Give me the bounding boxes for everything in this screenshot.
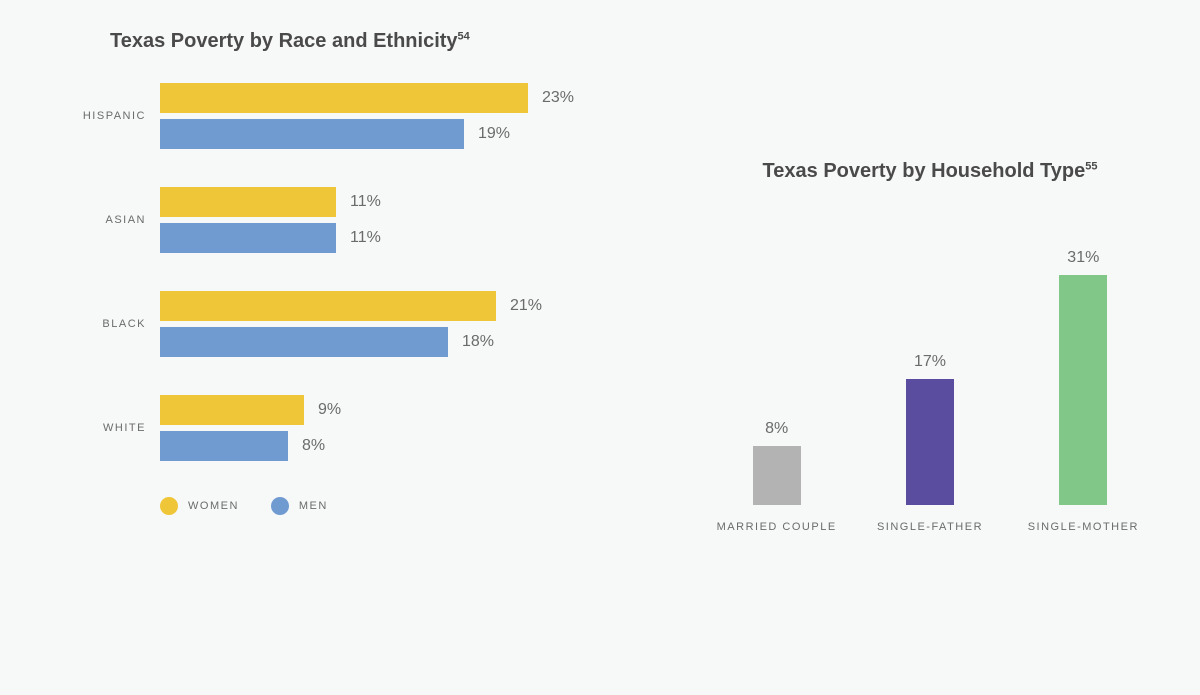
race-group: ASIAN 11% 11% bbox=[80, 187, 640, 253]
race-group: WHITE 9% 8% bbox=[80, 395, 640, 461]
legend-item: MEN bbox=[271, 497, 328, 515]
race-chart-title-text: Texas Poverty by Race and Ethnicity bbox=[110, 30, 458, 52]
race-group-bars: 21% 18% bbox=[160, 291, 640, 357]
race-bar-row: 11% bbox=[160, 223, 640, 253]
race-bar-value: 8% bbox=[302, 437, 325, 455]
household-bar-value: 31% bbox=[1067, 249, 1099, 267]
household-bar bbox=[906, 379, 954, 505]
legend-swatch bbox=[271, 497, 289, 515]
race-bar-value: 9% bbox=[318, 401, 341, 419]
race-bar-value: 21% bbox=[510, 297, 542, 315]
household-bar-label: SINGLE-FATHER bbox=[877, 521, 983, 533]
legend-item: WOMEN bbox=[160, 497, 239, 515]
race-bar-women bbox=[160, 291, 496, 321]
race-group-label: ASIAN bbox=[80, 214, 160, 226]
race-chart-legend: WOMEN MEN bbox=[160, 497, 640, 515]
household-bar bbox=[1059, 275, 1107, 505]
race-bar-row: 21% bbox=[160, 291, 640, 321]
race-group-label: HISPANIC bbox=[80, 110, 160, 122]
race-bar-value: 19% bbox=[478, 125, 510, 143]
race-bar-women bbox=[160, 83, 528, 113]
race-group: HISPANIC 23% 19% bbox=[80, 83, 640, 149]
legend-label: MEN bbox=[299, 500, 328, 512]
race-bar-women bbox=[160, 395, 304, 425]
household-bar bbox=[753, 446, 801, 505]
race-bar-men bbox=[160, 431, 288, 461]
household-column: 17% SINGLE-FATHER bbox=[865, 353, 995, 533]
household-bar-value: 8% bbox=[765, 420, 788, 438]
race-bar-row: 9% bbox=[160, 395, 640, 425]
household-type-chart: Texas Poverty by Household Type55 8% MARR… bbox=[700, 160, 1160, 533]
race-bar-men bbox=[160, 223, 336, 253]
race-bar-men bbox=[160, 119, 464, 149]
race-bar-value: 11% bbox=[350, 193, 381, 211]
race-group-bars: 11% 11% bbox=[160, 187, 640, 253]
household-chart-title: Texas Poverty by Household Type55 bbox=[700, 160, 1160, 183]
household-bar-label: MARRIED COUPLE bbox=[717, 521, 837, 533]
household-chart-title-sup: 55 bbox=[1085, 160, 1097, 172]
race-chart-title-sup: 54 bbox=[458, 30, 470, 42]
legend-swatch bbox=[160, 497, 178, 515]
race-bar-women bbox=[160, 187, 336, 217]
race-chart-title: Texas Poverty by Race and Ethnicity54 bbox=[110, 30, 640, 53]
race-bar-value: 18% bbox=[462, 333, 494, 351]
household-bar-label: SINGLE-MOTHER bbox=[1028, 521, 1139, 533]
race-bar-value: 23% bbox=[542, 89, 574, 107]
figure: Texas Poverty by Race and Ethnicity54 HI… bbox=[0, 0, 1200, 695]
race-group-bars: 23% 19% bbox=[160, 83, 640, 149]
race-group-bars: 9% 8% bbox=[160, 395, 640, 461]
race-group: BLACK 21% 18% bbox=[80, 291, 640, 357]
race-chart-groups: HISPANIC 23% 19% ASIAN 11% 11% BLACK 21% 18% WHIT… bbox=[80, 83, 640, 461]
race-bar-row: 23% bbox=[160, 83, 640, 113]
race-bar-row: 8% bbox=[160, 431, 640, 461]
race-bar-row: 19% bbox=[160, 119, 640, 149]
household-bar-value: 17% bbox=[914, 353, 946, 371]
race-ethnicity-chart: Texas Poverty by Race and Ethnicity54 HI… bbox=[80, 30, 640, 515]
race-bar-men bbox=[160, 327, 448, 357]
race-bar-row: 11% bbox=[160, 187, 640, 217]
household-column: 8% MARRIED COUPLE bbox=[712, 420, 842, 533]
household-chart-title-text: Texas Poverty by Household Type bbox=[763, 160, 1086, 182]
race-bar-row: 18% bbox=[160, 327, 640, 357]
race-group-label: BLACK bbox=[80, 318, 160, 330]
race-group-label: WHITE bbox=[80, 422, 160, 434]
household-column: 31% SINGLE-MOTHER bbox=[1018, 249, 1148, 533]
legend-label: WOMEN bbox=[188, 500, 239, 512]
race-bar-value: 11% bbox=[350, 229, 381, 247]
household-chart-columns: 8% MARRIED COUPLE 17% SINGLE-FATHER 31% SINGL… bbox=[700, 223, 1160, 533]
